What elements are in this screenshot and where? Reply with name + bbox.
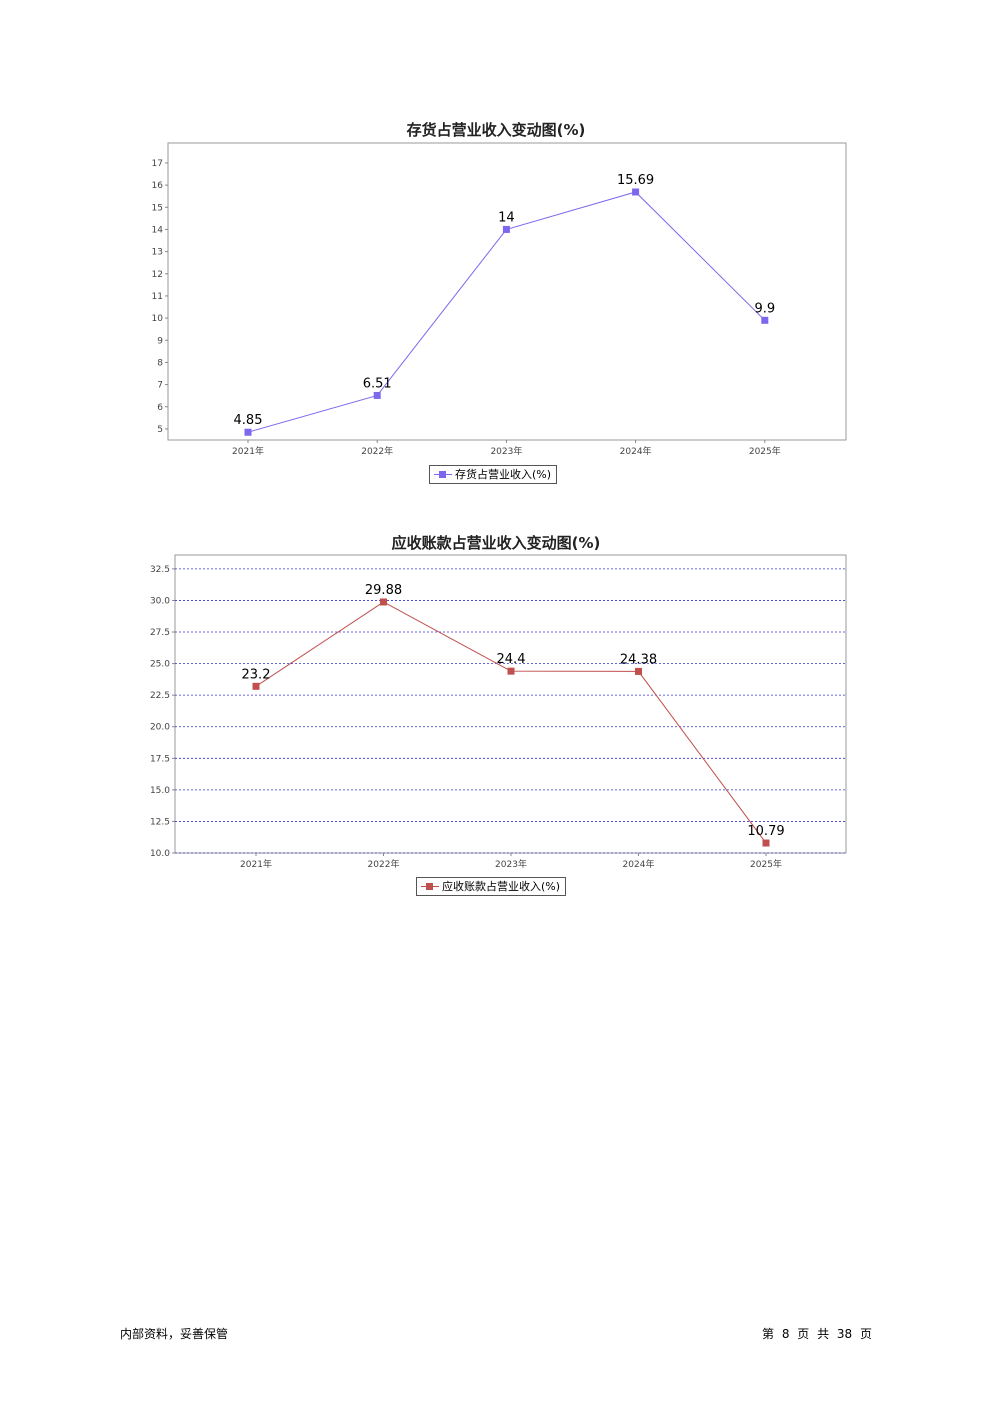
chart2-data-label: 24.4: [497, 652, 526, 667]
chart1-data-point: [373, 391, 381, 399]
chart2-legend-label: 应收账款占营业收入(%): [442, 880, 561, 893]
chart2-xtick-label: 2021年: [240, 858, 272, 870]
chart2-data-label: 29.88: [365, 583, 402, 598]
chart1-ytick-label: 10: [152, 314, 164, 324]
chart1-ytick-label: 14: [152, 225, 164, 235]
chart2-data-point: [635, 667, 642, 675]
chart1-legend-label: 存货占营业收入(%): [455, 468, 552, 481]
chart2-plot: 10.0 12.5 15.0 17.5 20.0 22.5 25.0 27.5 30.0 32.5…: [150, 554, 847, 870]
chart2-data-point: [380, 598, 387, 606]
chart2-ytick-label: 30.0: [150, 596, 170, 606]
chart1-xtick-label: 2025年: [749, 445, 781, 457]
chart2-data-label: 23.2: [242, 667, 271, 682]
chart1-data-point: [761, 316, 769, 324]
chart1-legend: 存货占营业收入(%): [429, 465, 558, 484]
chart1-data-point: [244, 428, 252, 436]
chart1-ytick-label: 15: [152, 203, 163, 213]
chart2-ytick-label: 22.5: [150, 691, 170, 701]
chart1-data-label: 4.85: [234, 413, 263, 428]
chart1-data-label: 15.69: [617, 173, 654, 188]
chart1-ytick-label: 16: [152, 181, 164, 191]
chart2-xtick-label: 2025年: [750, 858, 782, 870]
footer-confidential-note: 内部资料，妥善保管: [120, 1327, 229, 1341]
chart1-ytick-label: 9: [157, 336, 163, 346]
chart1-plot-frame: [167, 142, 847, 441]
chart1-plot: 5 6 7 8 9 10 11 12 13 14 15 16 17 2021年 2022年 2023年 2024…: [152, 142, 847, 457]
chart1-xtick-label: 2024年: [620, 445, 652, 457]
chart2-data-point: [762, 839, 770, 847]
chart2-ytick-label: 20.0: [150, 723, 170, 733]
chart1-data-label: 9.9: [754, 301, 775, 316]
chart2-data-point: [252, 682, 260, 690]
chart2-title: 应收账款占营业收入变动图(%): [391, 534, 601, 552]
chart1-ytick-label: 11: [152, 292, 163, 302]
legend-marker-icon: [421, 882, 439, 891]
chart1-data-label: 14: [498, 210, 515, 225]
chart1-data-label: 6.51: [363, 376, 392, 391]
chart1-data-point: [502, 225, 510, 233]
chart1-ytick-label: 5: [157, 425, 163, 435]
chart2-xtick-label: 2024年: [623, 858, 655, 870]
chart1-data-point: [632, 188, 640, 196]
legend-marker-icon: [434, 470, 452, 479]
chart1-title: 存货占营业收入变动图(%): [406, 121, 586, 139]
chart2-data-label: 24.38: [620, 652, 657, 667]
chart2-data-point: [507, 667, 515, 675]
chart1-ytick-label: 12: [152, 270, 163, 280]
chart2-xtick-label: 2023年: [495, 858, 527, 870]
chart1-xtick-label: 2022年: [361, 445, 393, 457]
chart2-ytick-label: 15.0: [150, 786, 170, 796]
chart2-data-label: 10.79: [747, 824, 784, 839]
chart2-ytick-label: 17.5: [150, 754, 170, 764]
chart2-plot-frame: [174, 554, 847, 854]
chart1-xtick-label: 2021年: [232, 445, 264, 457]
chart1-ytick-label: 8: [157, 358, 163, 368]
chart2-ytick-label: 10.0: [150, 849, 170, 859]
chart2-xtick-label: 2022年: [368, 858, 400, 870]
chart2-ytick-label: 27.5: [150, 628, 170, 638]
chart2-ytick-label: 12.5: [150, 817, 170, 827]
chart2-ytick-label: 25.0: [150, 660, 170, 670]
chart2-legend: 应收账款占营业收入(%): [416, 877, 567, 896]
chart1-xtick-label: 2023年: [490, 445, 522, 457]
chart1-ytick-label: 17: [152, 159, 163, 169]
chart1-ytick-label: 6: [157, 403, 163, 413]
footer-page-number: 第 8 页 共 38 页: [762, 1327, 872, 1341]
chart1-ytick-label: 7: [157, 381, 163, 391]
chart2-ytick-label: 32.5: [150, 565, 170, 575]
chart1-ytick-label: 13: [152, 248, 163, 258]
